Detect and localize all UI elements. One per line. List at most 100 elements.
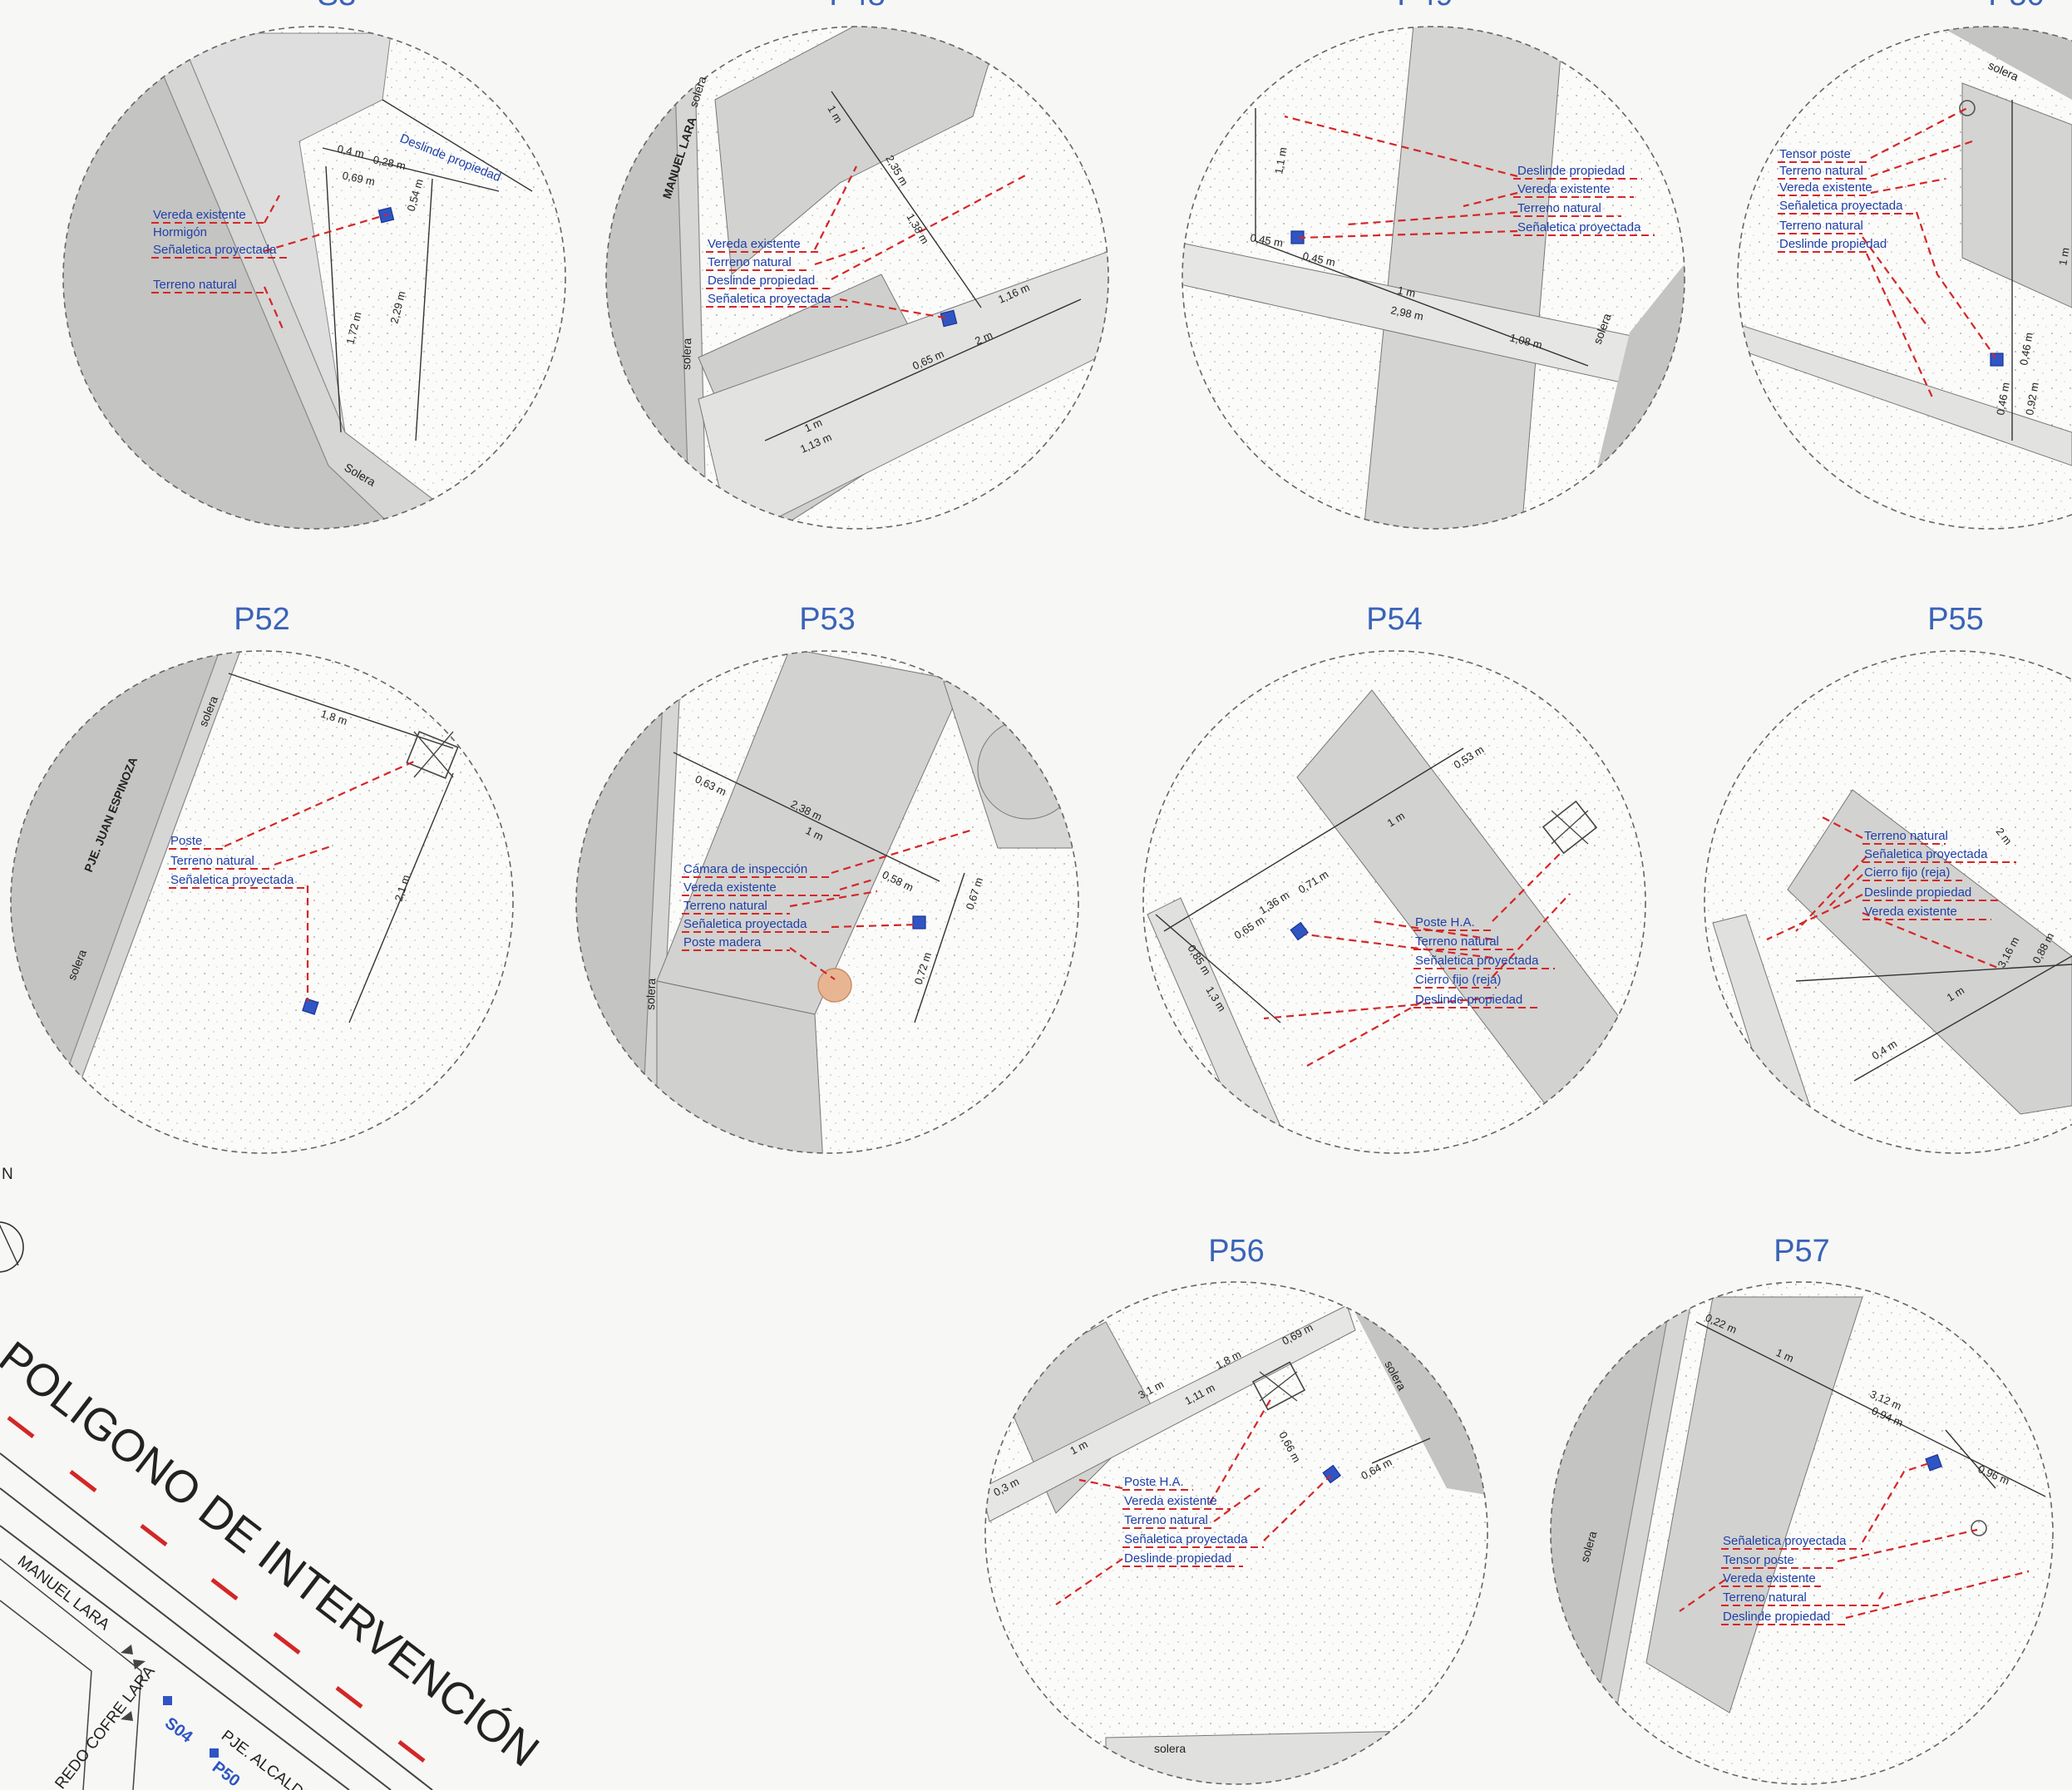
panel-p52: P52 Poste Terreno natural Señaletica pro… — [10, 602, 514, 1154]
panel-p49: P49 Deslinde propiedad Vereda existente … — [1182, 0, 1685, 530]
label-text: Señaletica proyectada — [1723, 1534, 1847, 1548]
label-text: Poste H.A. — [1124, 1475, 1184, 1489]
label-text: Cámara de inspección — [683, 862, 807, 876]
label-text: 0,45 m — [1249, 231, 1284, 249]
polygon-boundary — [7, 1416, 426, 1763]
label-text: Vereda existente — [1124, 1494, 1217, 1508]
poste-icon — [1251, 1361, 1306, 1411]
panel-title: P55 — [1927, 602, 1984, 637]
label-text: Poste madera — [683, 935, 762, 949]
label-text: Señaletica proyectada — [708, 292, 831, 306]
label-text: Poste H.A. — [1415, 915, 1475, 930]
label-text: Terreno natural — [1864, 829, 1948, 843]
label-text: Poste — [170, 834, 202, 848]
label-text: Cierro fijo (reja) — [1864, 865, 1950, 880]
labels: Tensor poste Terreno natural Vereda exis… — [1778, 147, 1917, 253]
label-text: 1,1 m — [1272, 146, 1289, 175]
label-text: Terreno natural — [708, 255, 792, 269]
label-text: Terreno natural — [170, 854, 254, 868]
label-text: Vereda existente — [1864, 905, 1957, 919]
labels: Poste Terreno natural Señaletica proyect… — [169, 834, 308, 889]
label-text: Deslinde propiedad — [1779, 237, 1887, 251]
label-text: Señaletica proyectada — [1779, 199, 1903, 213]
poste-icon — [1542, 800, 1598, 855]
north-label: N — [2, 1166, 13, 1183]
poste-icon — [406, 731, 459, 779]
label-text: Terreno natural — [1723, 1590, 1807, 1605]
double-arrow-icon — [121, 1645, 146, 1721]
panel-title: P56 — [1208, 1234, 1265, 1269]
panel-title: P52 — [234, 602, 290, 637]
label-text: solera — [1154, 1742, 1186, 1755]
dimensions: 0,46 m 0,46 m 0,92 m 1 m — [1994, 247, 2072, 417]
label-text: solera — [644, 978, 658, 1010]
label-text: Deslinde propiedad — [708, 274, 815, 288]
sign-marker — [940, 309, 958, 328]
map-marker-label: S04 — [161, 1714, 196, 1748]
label-text: Cierro fijo (reja) — [1415, 973, 1501, 987]
labels: Poste H.A. Terreno natural Señaletica pr… — [1413, 915, 1555, 1008]
labels: Vereda existente Hormigón Señaletica pro… — [151, 208, 291, 293]
label-text: Terreno natural — [1779, 164, 1863, 178]
label-text: 0,92 m — [2023, 382, 2041, 417]
label-text: Hormigón — [153, 225, 207, 239]
panel-title: P49 — [1397, 0, 1453, 12]
label-text: 0,4 m — [336, 142, 365, 160]
labels: Vereda existente Terreno natural Deslind… — [706, 237, 848, 308]
label-text: Señaletica proyectada — [1124, 1532, 1248, 1546]
panel-title: P54 — [1366, 602, 1423, 637]
sign-marker — [912, 915, 926, 930]
panel-p54: P54 Poste H.A. Terreno natural Señaletic… — [1142, 602, 1646, 1154]
label-text: 1 m — [1396, 284, 1416, 299]
panel-p57: P57 Señaletica proyectada Tensor poste V… — [1550, 1234, 2054, 1785]
labels: Cámara de inspección Vereda existente Te… — [682, 862, 840, 951]
label-text: Terreno natural — [153, 278, 237, 292]
panel-title: P50 — [1988, 0, 2045, 12]
label-text: Deslinde propiedad — [1124, 1551, 1231, 1566]
key-map: N POLIGONO DE INTERVENCIÓN MANUEL LARA R… — [0, 1166, 548, 1790]
sign-marker — [1290, 921, 1310, 941]
label-text: Señaletica proyectada — [1864, 847, 1988, 861]
label-text: Tensor poste — [1723, 1553, 1794, 1567]
tensor-poste-icon — [1959, 100, 1976, 116]
label-text: Señaletica proyectada — [1517, 220, 1641, 234]
panel-s3: S3 Vereda existente Hormigón Señaletica … — [62, 0, 566, 530]
label-text: Señaletica proyectada — [683, 917, 807, 931]
label-text: Vereda existente — [1723, 1571, 1816, 1585]
panel-title: P57 — [1774, 1234, 1830, 1269]
street-name: REDO COFRE LARA — [52, 1663, 159, 1790]
panel-p50: P50 Tensor poste Terreno natural Vereda … — [1737, 0, 2072, 530]
panel-p55: P55 Terreno natural Señaletica proyectad… — [1704, 602, 2072, 1154]
sign-marker — [302, 998, 319, 1015]
labels: Terreno natural Señaletica proyectada Ci… — [1862, 829, 2016, 920]
label-text: Terreno natural — [1124, 1513, 1208, 1527]
label-text: 1 m — [2056, 247, 2072, 267]
poste-madera-icon — [817, 968, 852, 1003]
label-text: Vereda existente — [1779, 180, 1872, 195]
sign-marker — [1990, 353, 2004, 367]
label-text: Deslinde propiedad — [1723, 1610, 1830, 1624]
panel-p48: P48 Vereda existente Terreno natural Des… — [605, 0, 1109, 530]
sign-marker — [1925, 1453, 1943, 1472]
label-text: Vereda existente — [1517, 182, 1611, 196]
label-text: Terreno natural — [1415, 934, 1499, 949]
north-arrow-icon — [0, 1221, 24, 1273]
label-text: Señaletica proyectada — [1415, 954, 1539, 968]
label-text: Tensor poste — [1779, 147, 1851, 161]
label-text: Terreno natural — [1517, 201, 1601, 215]
panel-title: P53 — [799, 602, 856, 637]
labels: Poste H.A. Vereda existente Terreno natu… — [1122, 1475, 1264, 1567]
label-text: Deslinde propiedad — [1415, 993, 1522, 1007]
panel-p56: P56 Poste H.A. Vereda existente Terreno … — [984, 1234, 1488, 1785]
label-text: Vereda existente — [683, 880, 777, 895]
label-text: Terreno natural — [1779, 219, 1863, 233]
labels: Deslinde propiedad Vereda existente Terr… — [1513, 164, 1655, 236]
panel-title: P48 — [829, 0, 886, 12]
panel-title: S3 — [318, 0, 356, 12]
label-text: Terreno natural — [683, 899, 767, 913]
label-text: Deslinde propiedad — [1517, 164, 1625, 178]
polygon-label: POLIGONO DE INTERVENCIÓN — [0, 1332, 548, 1777]
label-text: 0,46 m — [1994, 382, 2012, 417]
label-text: Vereda existente — [708, 237, 801, 251]
